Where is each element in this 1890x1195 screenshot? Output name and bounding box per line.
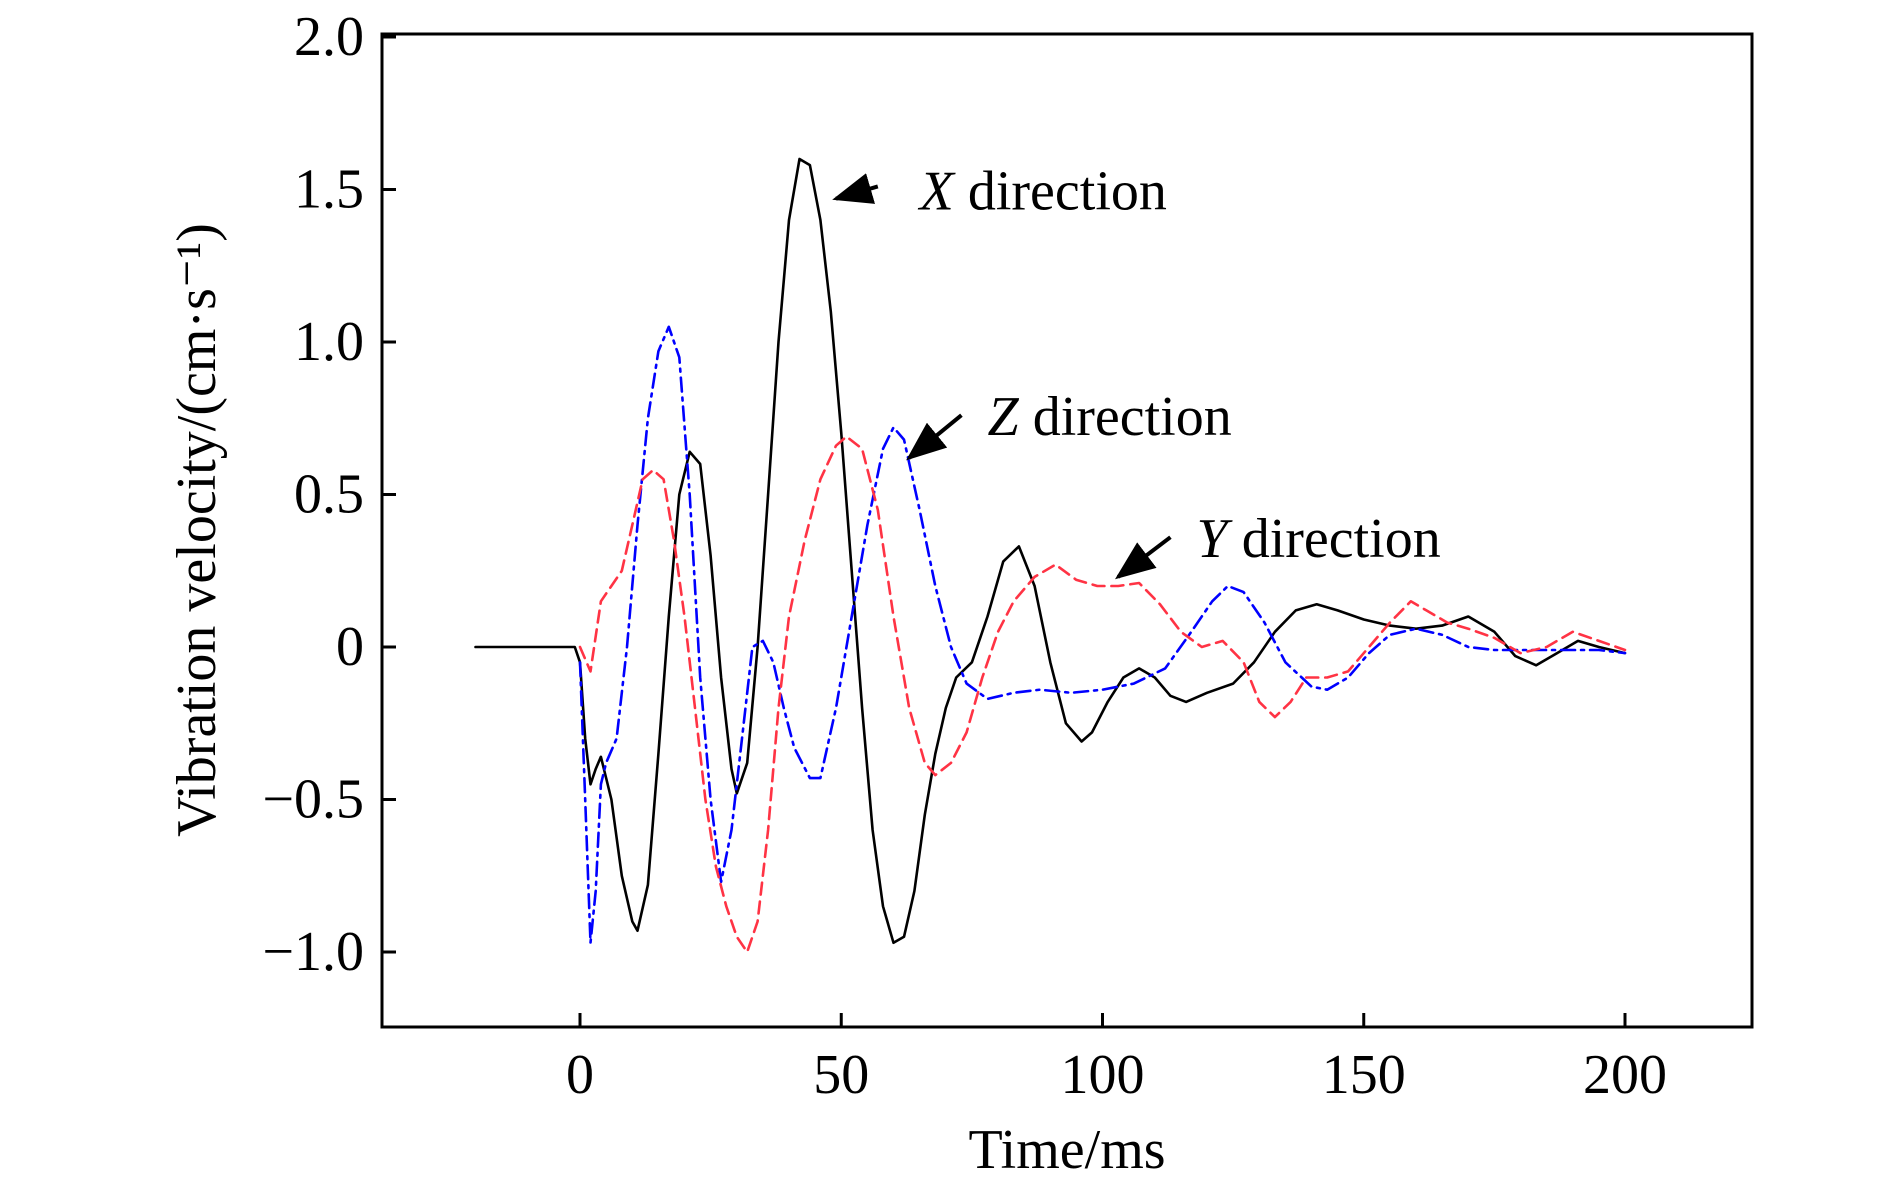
series-layer — [474, 157, 1627, 954]
x-tick-label: 200 — [1583, 1044, 1667, 1106]
annotation-var: Y — [1197, 508, 1234, 570]
plot-frame — [380, 32, 1754, 1029]
y-tick-label: 0.5 — [294, 464, 364, 526]
ticks-layer: 0 50 100 150 200 −1.0 −0.5 0 0.5 1.0 1.5 2.0 — [262, 6, 1667, 1106]
y-axis-title: Vibration velocity/(cm·s⁻¹) — [166, 223, 228, 837]
annotation-var: Z — [988, 386, 1020, 448]
annotation-text: direction — [954, 161, 1167, 223]
annotation-arrow-1 — [832, 173, 879, 204]
x-tick-label: 50 — [813, 1044, 869, 1106]
y-tick-label: 1.5 — [294, 159, 364, 221]
series-line-1 — [474, 157, 1627, 945]
y-tick-label: 2.0 — [294, 6, 364, 68]
annotation-label-3: Y direction — [1197, 508, 1441, 570]
annotation-arrow-2 — [906, 413, 963, 461]
annotation-arrow-3 — [1114, 535, 1172, 580]
x-tick-label: 100 — [1061, 1044, 1145, 1106]
annotation-label-2: Z direction — [988, 386, 1232, 448]
y-tick-label: 1.0 — [294, 311, 364, 373]
x-tick-label: 0 — [566, 1044, 594, 1106]
annotation-var: X — [918, 161, 957, 223]
series-line-2 — [578, 325, 1627, 945]
series-line-3 — [578, 435, 1627, 954]
y-tick-label: −1.0 — [262, 921, 364, 983]
y-tick-label: −0.5 — [262, 769, 364, 831]
x-axis-title: Time/ms — [968, 1119, 1165, 1181]
annotation-text: direction — [1228, 508, 1441, 570]
x-tick-label: 150 — [1322, 1044, 1406, 1106]
y-tick-label: 0 — [336, 616, 364, 678]
annotation-text: direction — [1019, 386, 1232, 448]
annotation-label-1: X direction — [918, 161, 1167, 223]
